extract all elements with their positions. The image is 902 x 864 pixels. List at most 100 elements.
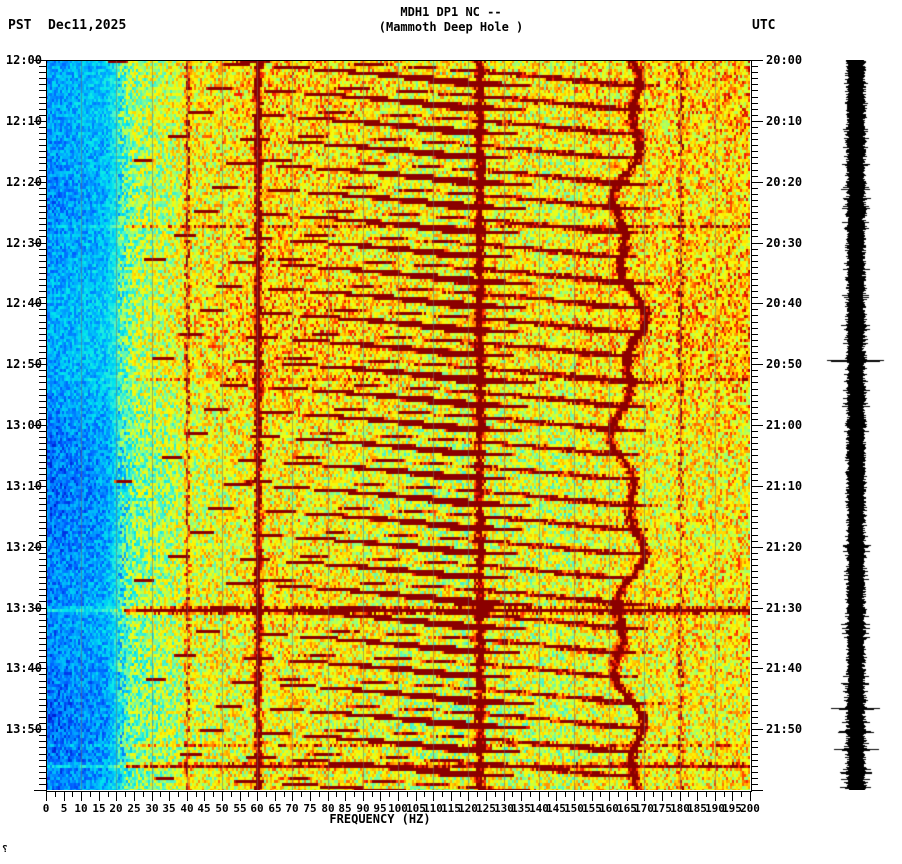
time-tick-major-left xyxy=(34,60,46,61)
freq-tick-major xyxy=(310,791,311,801)
time-tick-minor-right xyxy=(751,462,758,463)
time-tick-minor-right xyxy=(751,766,758,767)
time-tick-minor-right xyxy=(751,541,758,542)
time-tick-minor-right xyxy=(751,747,758,748)
time-tick-minor-right xyxy=(751,297,758,298)
time-tick-minor-right xyxy=(751,504,758,505)
time-tick-minor-right xyxy=(751,261,758,262)
time-tick-major-left xyxy=(34,608,46,609)
time-tick-minor-left xyxy=(39,309,46,310)
time-tick-major-right xyxy=(751,60,763,61)
time-tick-minor-left xyxy=(39,224,46,225)
freq-label: 35 xyxy=(162,802,176,815)
time-tick-minor-left xyxy=(39,249,46,250)
time-tick-minor-right xyxy=(751,236,758,237)
freq-tick-major xyxy=(697,791,698,801)
time-label-right: 20:30 xyxy=(766,236,803,250)
time-tick-minor-right xyxy=(751,218,758,219)
freq-tick-minor xyxy=(143,791,144,797)
time-tick-minor-left xyxy=(39,723,46,724)
time-label-right: 21:50 xyxy=(766,722,803,736)
time-label-left: 13:30 xyxy=(5,601,42,615)
time-tick-minor-left xyxy=(39,681,46,682)
freq-label: 10 xyxy=(74,802,88,815)
freq-tick-major xyxy=(680,791,681,801)
time-tick-minor-right xyxy=(751,115,758,116)
corner-mark: ⸮ xyxy=(2,844,9,855)
time-label-right: 21:20 xyxy=(766,540,803,554)
time-tick-minor-right xyxy=(751,705,758,706)
time-tick-minor-left xyxy=(39,163,46,164)
time-tick-minor-right xyxy=(751,401,758,402)
time-tick-minor-right xyxy=(751,170,758,171)
time-tick-minor-right xyxy=(751,431,758,432)
time-tick-minor-right xyxy=(751,334,758,335)
freq-tick-major xyxy=(627,791,628,801)
time-tick-minor-right xyxy=(751,516,758,517)
time-tick-minor-right xyxy=(751,468,758,469)
freq-tick-minor xyxy=(72,791,73,797)
time-tick-minor-left xyxy=(39,139,46,140)
freq-tick-minor xyxy=(460,791,461,797)
time-tick-minor-right xyxy=(751,97,758,98)
freq-tick-minor xyxy=(301,791,302,797)
time-tick-minor-right xyxy=(751,693,758,694)
time-tick-minor-left xyxy=(39,778,46,779)
freq-tick-minor xyxy=(160,791,161,797)
time-tick-minor-left xyxy=(39,176,46,177)
time-label-right: 21:40 xyxy=(766,661,803,675)
time-label-right: 20:40 xyxy=(766,296,803,310)
time-tick-minor-right xyxy=(751,644,758,645)
time-tick-major-left xyxy=(34,303,46,304)
freq-tick-major xyxy=(363,791,364,801)
time-tick-major-left xyxy=(34,121,46,122)
time-label-right: 20:10 xyxy=(766,114,803,128)
time-label-right: 21:30 xyxy=(766,601,803,615)
freq-label: 160 xyxy=(599,802,619,815)
time-tick-minor-right xyxy=(751,717,758,718)
time-tick-minor-right xyxy=(751,723,758,724)
time-tick-minor-left xyxy=(39,322,46,323)
time-tick-minor-right xyxy=(751,285,758,286)
time-tick-minor-left xyxy=(39,291,46,292)
time-tick-minor-left xyxy=(39,717,46,718)
freq-tick-major xyxy=(662,791,663,801)
time-tick-minor-left xyxy=(39,577,46,578)
time-tick-minor-left xyxy=(39,315,46,316)
freq-label: 150 xyxy=(564,802,584,815)
time-tick-minor-right xyxy=(751,681,758,682)
freq-tick-minor xyxy=(548,791,549,797)
time-tick-minor-right xyxy=(751,741,758,742)
freq-tick-minor xyxy=(653,791,654,797)
freq-label: 85 xyxy=(338,802,352,815)
time-tick-minor-right xyxy=(751,176,758,177)
freq-tick-major xyxy=(240,791,241,801)
freq-tick-minor xyxy=(266,791,267,797)
freq-label: 180 xyxy=(670,802,690,815)
time-tick-minor-right xyxy=(751,72,758,73)
freq-label: 185 xyxy=(687,802,707,815)
time-tick-minor-left xyxy=(39,340,46,341)
time-tick-minor-left xyxy=(39,443,46,444)
time-tick-minor-right xyxy=(751,109,758,110)
time-tick-minor-right xyxy=(751,601,758,602)
freq-tick-minor xyxy=(319,791,320,797)
station-title: MDH1 DP1 NC -- xyxy=(400,5,502,19)
spectrogram-plot[interactable] xyxy=(46,60,750,790)
time-tick-minor-right xyxy=(751,358,758,359)
freq-tick-minor xyxy=(55,791,56,797)
time-label-left: 12:20 xyxy=(5,175,42,189)
time-tick-minor-left xyxy=(39,595,46,596)
time-tick-minor-left xyxy=(39,693,46,694)
time-tick-major-right xyxy=(751,790,763,791)
freq-tick-minor xyxy=(196,791,197,797)
time-tick-minor-right xyxy=(751,328,758,329)
freq-tick-minor xyxy=(442,791,443,797)
time-tick-minor-left xyxy=(39,644,46,645)
time-tick-minor-left xyxy=(39,632,46,633)
time-tick-major-right xyxy=(751,729,763,730)
time-label-left: 13:10 xyxy=(5,479,42,493)
freq-label: 145 xyxy=(546,802,566,815)
time-tick-minor-right xyxy=(751,455,758,456)
time-tick-minor-right xyxy=(751,200,758,201)
